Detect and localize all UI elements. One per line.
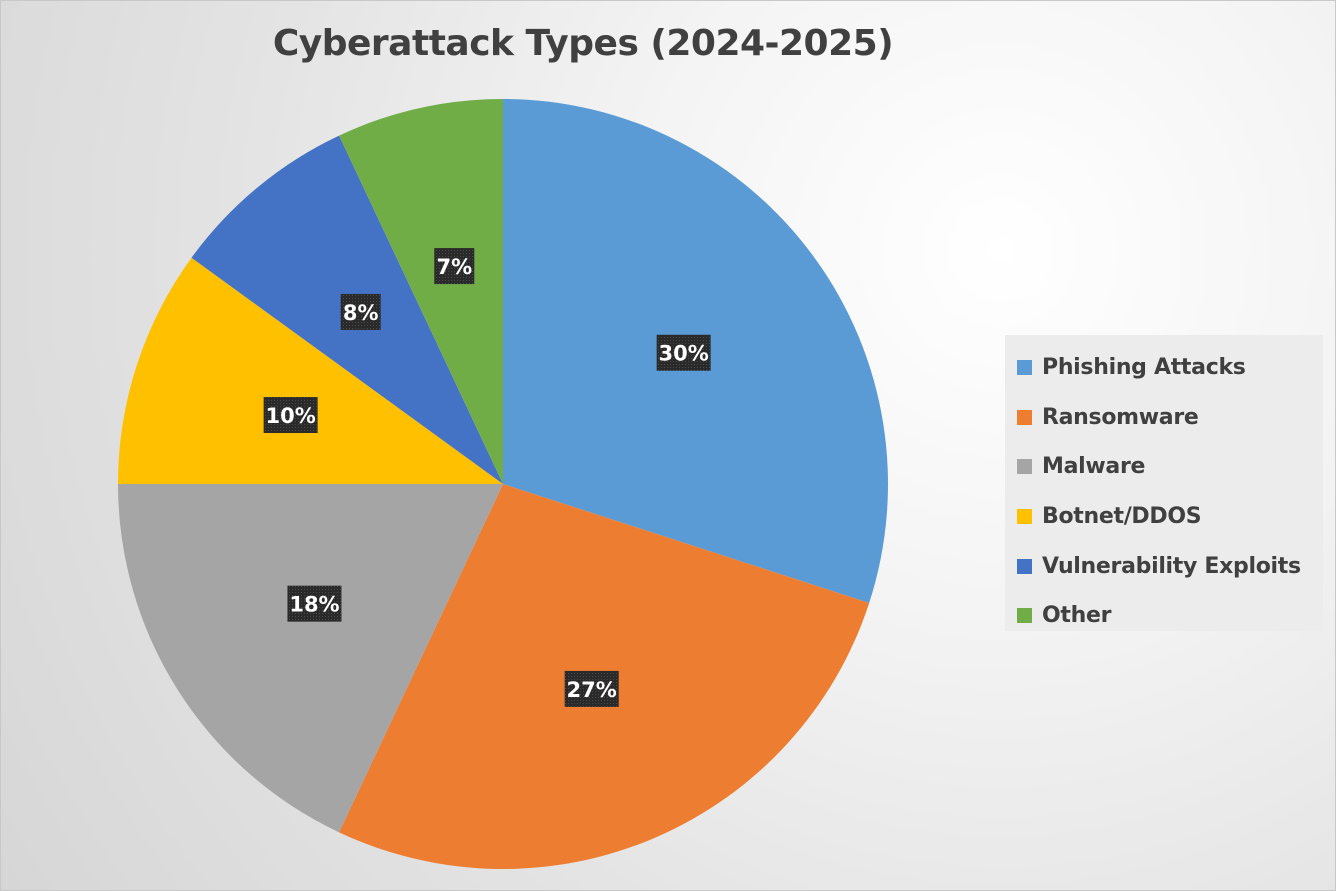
pie-data-labels: 30% 27% 18% 10% 8% 7%: [263, 248, 711, 707]
legend-swatch: [1017, 360, 1032, 376]
data-label-background: [656, 334, 711, 371]
legend-label: Malware: [1042, 454, 1146, 480]
data-label-ransomware: 27%: [564, 670, 619, 707]
legend-label: Ransomware: [1042, 404, 1199, 430]
legend-swatch: [1017, 509, 1032, 525]
legend-item-other: Other: [1017, 591, 1323, 641]
legend-label: Vulnerability Exploits: [1042, 553, 1301, 579]
chart-legend: Phishing Attacks Ransomware Malware Botn…: [1005, 335, 1323, 631]
legend-swatch: [1017, 558, 1032, 574]
data-label-background: [564, 670, 619, 707]
data-label-background: [434, 248, 475, 285]
legend-label: Other: [1042, 603, 1112, 629]
data-label-background: [287, 585, 342, 622]
legend-item-vulnerability-exploits: Vulnerability Exploits: [1017, 541, 1323, 591]
data-label-background: [263, 396, 318, 433]
data-label-phishing-attacks: 30%: [656, 334, 711, 371]
data-label-text: 18%: [289, 593, 339, 617]
chart-title: Cyberattack Types (2024-2025): [272, 23, 894, 64]
data-label-text: 27%: [567, 678, 617, 702]
legend-label: Phishing Attacks: [1042, 355, 1246, 381]
data-label-other: 7%: [434, 248, 475, 285]
data-label-text: 7%: [436, 255, 472, 279]
data-label-botnet-ddos: 10%: [263, 396, 318, 433]
data-label-malware: 18%: [287, 585, 342, 622]
pie-slices: [117, 99, 888, 869]
data-label-vulnerability-exploits: 8%: [340, 293, 381, 330]
legend-item-phishing-attacks: Phishing Attacks: [1017, 343, 1323, 393]
legend-swatch: [1017, 459, 1032, 475]
data-label-text: 10%: [265, 404, 315, 428]
legend-swatch: [1017, 608, 1032, 624]
legend-item-botnet-ddos: Botnet/DDOS: [1017, 492, 1323, 542]
legend-swatch: [1017, 409, 1032, 425]
legend-item-malware: Malware: [1017, 442, 1323, 492]
pie-slice-botnet-ddos: [118, 257, 503, 484]
legend-item-ransomware: Ransomware: [1017, 393, 1323, 443]
data-label-background: [340, 293, 381, 330]
legend-label: Botnet/DDOS: [1042, 504, 1202, 530]
data-label-text: 8%: [343, 301, 379, 325]
pie-slice-other: [339, 99, 503, 484]
data-label-text: 30%: [659, 342, 709, 366]
pie-slice-malware: [117, 484, 504, 833]
